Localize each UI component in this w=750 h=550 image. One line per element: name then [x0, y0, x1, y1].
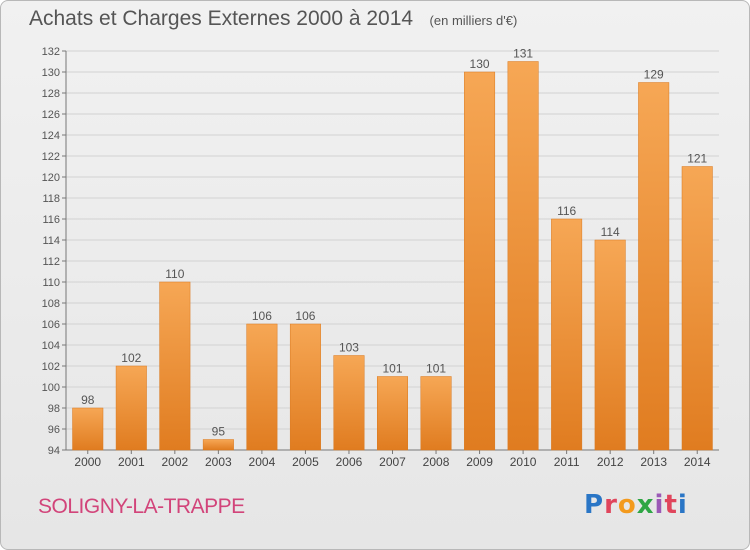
y-tick-label: 116	[42, 214, 60, 226]
x-tick-label: 2006	[336, 455, 363, 469]
y-tick-label: 96	[48, 424, 60, 436]
axis-layer: 94 96 98 100 102 104 106 108 110 112 114 116 118 120 1…	[42, 46, 719, 469]
y-tick-label: 98	[48, 403, 60, 415]
bar-layer	[72, 61, 713, 451]
chart-title: Achats et Charges Externes 2000 à 2014	[29, 7, 414, 30]
y-tick-label: 102	[42, 361, 60, 373]
proxiti-logo-icon: Proxiti	[584, 490, 688, 520]
x-tick-label: 2003	[205, 455, 232, 469]
y-tick-label: 122	[42, 151, 60, 163]
x-tick-label: 2012	[597, 455, 624, 469]
bar	[507, 61, 539, 451]
title-row: Achats et Charges Externes 2000 à 2014 (…	[29, 7, 517, 31]
y-tick-label: 132	[42, 46, 60, 58]
bar	[464, 71, 496, 451]
y-tick-label: 104	[42, 340, 60, 352]
bar	[72, 407, 104, 451]
data-label: 101	[382, 362, 402, 376]
data-label: 114	[601, 225, 620, 239]
bar	[246, 323, 278, 451]
y-tick-label: 118	[42, 193, 60, 205]
x-tick-label: 2009	[466, 455, 493, 469]
x-tick-label: 2005	[292, 455, 319, 469]
label-layer: 98 102 110 95 106 106 103 101 101 130 131 116 114 129…	[81, 47, 707, 439]
x-tick-label: 2001	[118, 455, 145, 469]
data-label: 129	[644, 68, 664, 82]
bar	[159, 281, 191, 451]
y-tick-label: 108	[42, 298, 60, 310]
bar	[681, 166, 713, 451]
bar	[333, 355, 365, 451]
data-label: 121	[687, 152, 707, 166]
x-tick-label: 2011	[554, 455, 580, 469]
y-tick-label: 120	[42, 172, 60, 184]
data-label: 116	[557, 204, 576, 218]
y-tick-label: 128	[42, 88, 60, 100]
y-tick-label: 112	[42, 256, 60, 268]
data-label: 101	[426, 362, 446, 376]
y-tick-label: 106	[42, 319, 60, 331]
data-label: 131	[513, 47, 533, 61]
x-tick-label: 2002	[161, 455, 188, 469]
bar	[638, 82, 670, 451]
bar	[551, 218, 583, 451]
data-label: 106	[252, 309, 272, 323]
x-tick-label: 2013	[640, 455, 667, 469]
y-tick-label: 126	[42, 109, 60, 121]
x-tick-label: 2007	[379, 455, 406, 469]
x-tick-label: 2008	[423, 455, 450, 469]
data-label: 103	[339, 341, 359, 355]
data-label: 95	[212, 425, 226, 439]
y-tick-label: 94	[48, 445, 60, 457]
x-tick-label: 2000	[74, 455, 101, 469]
x-tick-label: 2010	[510, 455, 537, 469]
data-label: 106	[295, 309, 315, 323]
bar	[202, 439, 234, 451]
y-tick-label: 110	[42, 277, 60, 289]
y-tick-label: 124	[42, 130, 60, 142]
bar	[594, 239, 626, 451]
bar	[420, 376, 452, 451]
y-tick-label: 100	[42, 382, 60, 394]
bar	[377, 376, 408, 451]
bar	[289, 323, 321, 451]
chart-unit: (en milliers d'€)	[429, 13, 518, 28]
data-label: 102	[121, 351, 141, 365]
data-label: 130	[470, 57, 490, 71]
data-label: 110	[165, 267, 184, 281]
commune-name: SOLIGNY-LA-TRAPPE	[38, 495, 245, 518]
data-label: 98	[81, 393, 95, 407]
x-tick-label: 2004	[249, 455, 276, 469]
bar	[115, 365, 147, 451]
y-tick-label: 130	[42, 67, 60, 79]
x-tick-label: 2014	[684, 455, 711, 469]
y-tick-label: 114	[42, 235, 60, 247]
